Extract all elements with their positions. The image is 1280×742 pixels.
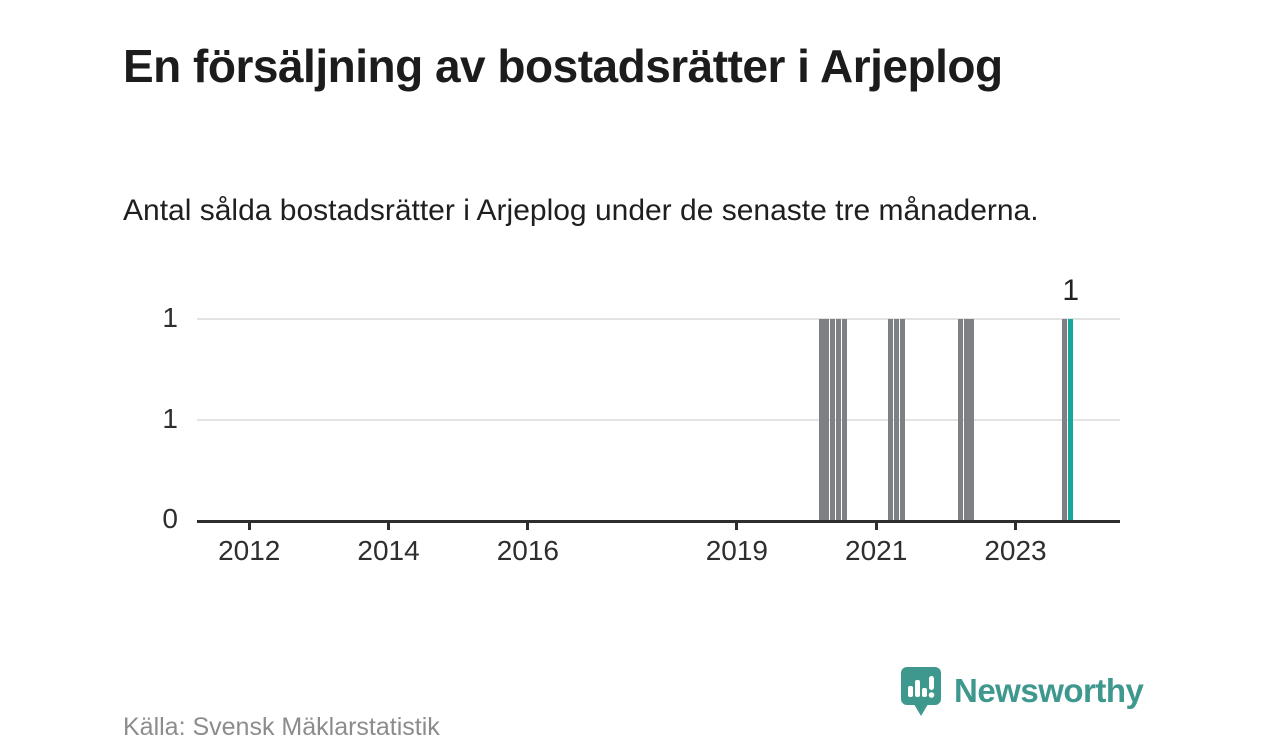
bar-2022-05 — [969, 319, 975, 520]
bar-2021-05 — [899, 319, 905, 520]
bar-value-label: 1 — [1062, 274, 1079, 307]
bar-2020-03 — [818, 319, 824, 520]
y-axis-tick-label: 1 — [162, 302, 178, 333]
x-axis-line — [197, 520, 1120, 523]
x-axis-tick-label: 2021 — [845, 535, 908, 566]
newsworthy-wordmark: Newsworthy — [954, 672, 1144, 709]
x-axis-tick-label: 2014 — [357, 535, 420, 566]
x-axis-tick — [526, 520, 530, 530]
gridline — [197, 318, 1120, 320]
x-axis-tick — [387, 520, 391, 530]
bar-2020-07 — [841, 319, 847, 520]
bar-2020-05 — [830, 319, 836, 520]
x-axis-tick — [735, 520, 739, 530]
chart-title: En försäljning av bostadsrätter i Arjepl… — [123, 39, 1003, 92]
x-axis-tick — [1014, 520, 1017, 530]
x-axis-tick-label: 2023 — [984, 535, 1047, 566]
plot-area: 2012 2014 2016 2019 2021 2023 1 — [197, 274, 1120, 566]
bar-2020-04 — [824, 319, 830, 520]
x-axis-tick-label: 2019 — [705, 535, 768, 566]
bar-2020-06 — [835, 319, 841, 520]
x-axis-tick-label: 2012 — [218, 535, 281, 566]
chart-subtitle: Antal sålda bostadsrätter i Arjeplog und… — [123, 194, 1039, 227]
bar-2023-10 — [1068, 319, 1074, 520]
y-axis-tick-label: 0 — [162, 503, 178, 534]
source-note: Källa: Svensk Mäklarstatistik — [123, 713, 440, 741]
x-axis-tick-label: 2016 — [496, 535, 560, 566]
bar-2022-03 — [957, 319, 963, 520]
bar-2021-04 — [894, 319, 899, 520]
newsworthy-logo: Newsworthy — [900, 666, 1200, 720]
y-axis-tick-label: 1 — [162, 402, 178, 434]
bar-2021-03 — [888, 319, 894, 520]
bar-2022-04 — [963, 319, 969, 520]
gridline — [197, 418, 1120, 421]
bar-2023-09 — [1062, 319, 1068, 520]
x-axis-tick — [874, 520, 878, 530]
x-axis-tick — [247, 520, 251, 530]
bar-chart: 2012 2014 2016 2019 2021 2023 1 0 1 1 — [162, 274, 1120, 566]
newsworthy-speech-bubble-icon — [901, 667, 941, 716]
